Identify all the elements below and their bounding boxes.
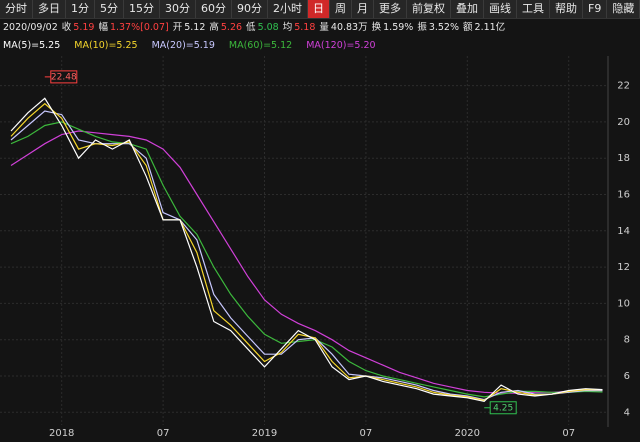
period-button[interactable]: 分时 — [0, 0, 33, 18]
quote-label: 振 — [417, 22, 427, 33]
x-tick-label: 2019 — [252, 428, 277, 439]
tool-button[interactable]: 画线 — [484, 0, 517, 18]
y-tick-label: 8 — [624, 335, 630, 346]
ma-line — [10, 110, 603, 401]
tool-button[interactable]: 工具 — [517, 0, 550, 18]
tool-button[interactable]: 叠加 — [451, 0, 484, 18]
x-tick-label: 2018 — [49, 428, 74, 439]
legend-entry: MA(60)=5.12 — [228, 40, 293, 51]
quote-label: 开 — [172, 22, 183, 33]
tool-button[interactable]: 隐藏 — [607, 0, 640, 18]
x-tick-label: 07 — [157, 428, 170, 439]
y-tick-label: 6 — [624, 371, 630, 382]
legend-entry: MA(5)=5.25 — [3, 40, 61, 51]
period-button[interactable]: 2小时 — [268, 0, 308, 18]
period-button[interactable]: 周 — [330, 0, 352, 18]
period-button[interactable]: 月 — [352, 0, 374, 18]
period-button[interactable]: 日 — [308, 0, 330, 18]
ma-line — [10, 121, 603, 398]
period-button[interactable]: 60分 — [196, 0, 232, 18]
legend-entry: MA(10)=5.25 — [74, 40, 138, 51]
y-tick-label: 16 — [617, 189, 630, 200]
quote-value: 40.83万 — [330, 22, 368, 33]
period-button[interactable]: 多日 — [33, 0, 66, 18]
toolbar: 分时 多日 1分 5分 15分 30分 60分 90分 2小时日周月更多 前复权 叠加 画线 工具 帮助 F… — [0, 0, 640, 19]
tool-button[interactable]: F9 — [583, 0, 608, 18]
low-box — [489, 401, 517, 415]
quote-date: 2020/09/02 — [3, 22, 58, 33]
y-tick-label: 20 — [617, 117, 630, 128]
high-label: 22.48 — [51, 72, 77, 82]
low-label: 4.25 — [493, 403, 513, 413]
quote-label: 幅 — [98, 22, 108, 33]
x-tick-label: 07 — [562, 428, 575, 439]
quote-value: 1.59% — [383, 22, 414, 33]
ma-legend: MA(5)=5.25 MA(10)=5.25 MA(20)=5.19 MA(60)=5… — [0, 37, 640, 55]
period-button[interactable]: 90分 — [232, 0, 268, 18]
period-button[interactable]: 15分 — [124, 0, 160, 18]
period-button[interactable]: 更多 — [374, 0, 407, 18]
ma-line — [10, 97, 603, 403]
quote-label: 收 — [61, 22, 72, 33]
quote-label: 量 — [319, 22, 329, 33]
ma-line — [10, 130, 603, 394]
tool-button[interactable]: 帮助 — [550, 0, 583, 18]
quote-line: 2020/09/02 收 5.19 幅 1.37%[0.07] 开 5.12 高 5.26 低 5.… — [0, 19, 640, 37]
legend-entry: MA(120)=5.20 — [306, 40, 376, 51]
period-button[interactable]: 30分 — [160, 0, 196, 18]
quote-value: 5.26 — [220, 22, 243, 33]
y-tick-label: 12 — [617, 262, 630, 273]
y-tick-label: 22 — [617, 81, 630, 92]
quote-value: 5.19 — [73, 22, 95, 33]
tool-button[interactable]: 前复权 — [407, 0, 451, 18]
quote-label: 均 — [282, 22, 293, 33]
quote-value: 5.08 — [257, 22, 279, 33]
quote-value: 5.18 — [294, 22, 316, 33]
quote-value: 2.11亿 — [474, 22, 506, 33]
y-tick-label: 18 — [617, 153, 630, 164]
quote-label: 低 — [246, 22, 256, 33]
high-box — [50, 70, 78, 84]
x-tick-label: 2020 — [455, 428, 480, 439]
quote-value: 5.12 — [184, 22, 206, 33]
quote-label: 换 — [371, 22, 382, 33]
period-button[interactable]: 1分 — [66, 0, 95, 18]
x-tick-label: 07 — [360, 428, 373, 439]
quote-label: 额 — [463, 22, 473, 33]
quote-label: 高 — [209, 22, 219, 33]
legend-entry: MA(20)=5.19 — [151, 40, 215, 51]
y-tick-label: 14 — [617, 226, 630, 237]
period-button[interactable]: 5分 — [95, 0, 124, 18]
quote-value: 1.37%[0.07] — [109, 22, 169, 33]
quote-value: 3.52% — [428, 22, 460, 33]
y-tick-label: 10 — [617, 298, 630, 309]
ma-line — [10, 102, 603, 402]
y-tick-label: 4 — [624, 407, 630, 418]
